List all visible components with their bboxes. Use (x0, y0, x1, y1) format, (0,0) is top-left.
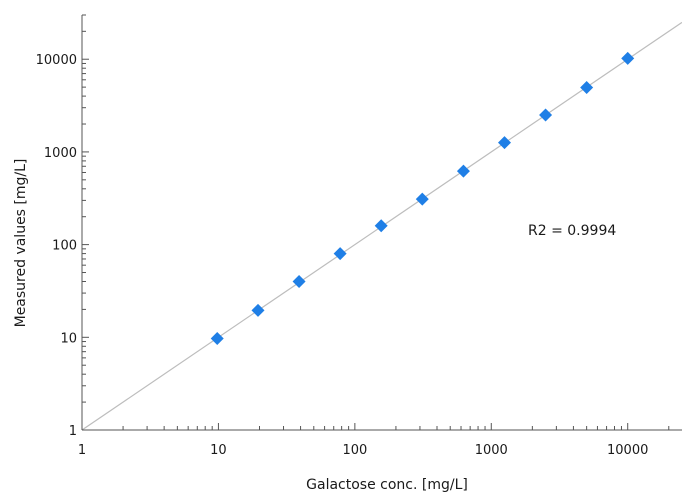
data-point (539, 108, 553, 122)
data-point (456, 164, 470, 178)
x-tick-label: 10000 (607, 443, 648, 458)
data-point (621, 51, 635, 65)
y-tick-label: 10 (60, 331, 77, 346)
x-tick-label: 100 (342, 443, 367, 458)
x-tick-label: 10 (210, 443, 227, 458)
x-axis-title: Galactose conc. [mg/L] (306, 477, 468, 493)
y-tick-label: 1000 (44, 146, 77, 161)
data-point (251, 303, 265, 317)
y-tick-label: 1 (69, 424, 77, 439)
data-point (580, 81, 594, 95)
data-point (333, 247, 347, 261)
r2-annotation: R2 = 0.9994 (528, 223, 616, 239)
data-points (210, 51, 635, 346)
data-point (292, 274, 306, 288)
data-point (374, 219, 388, 233)
y-axis-title: Measured values [mg/L] (13, 159, 29, 328)
data-point (498, 136, 512, 150)
axes (81, 14, 682, 431)
y-tick-label: 100 (52, 239, 77, 254)
x-tick-label: 1 (78, 443, 86, 458)
x-tick-label: 1000 (475, 443, 508, 458)
data-point (210, 332, 224, 346)
data-point (415, 192, 429, 206)
y-tick-label: 10000 (36, 53, 77, 68)
tick-labels: 1 10 100 1000 10000 1 10 100 1000 10000 (36, 53, 649, 458)
